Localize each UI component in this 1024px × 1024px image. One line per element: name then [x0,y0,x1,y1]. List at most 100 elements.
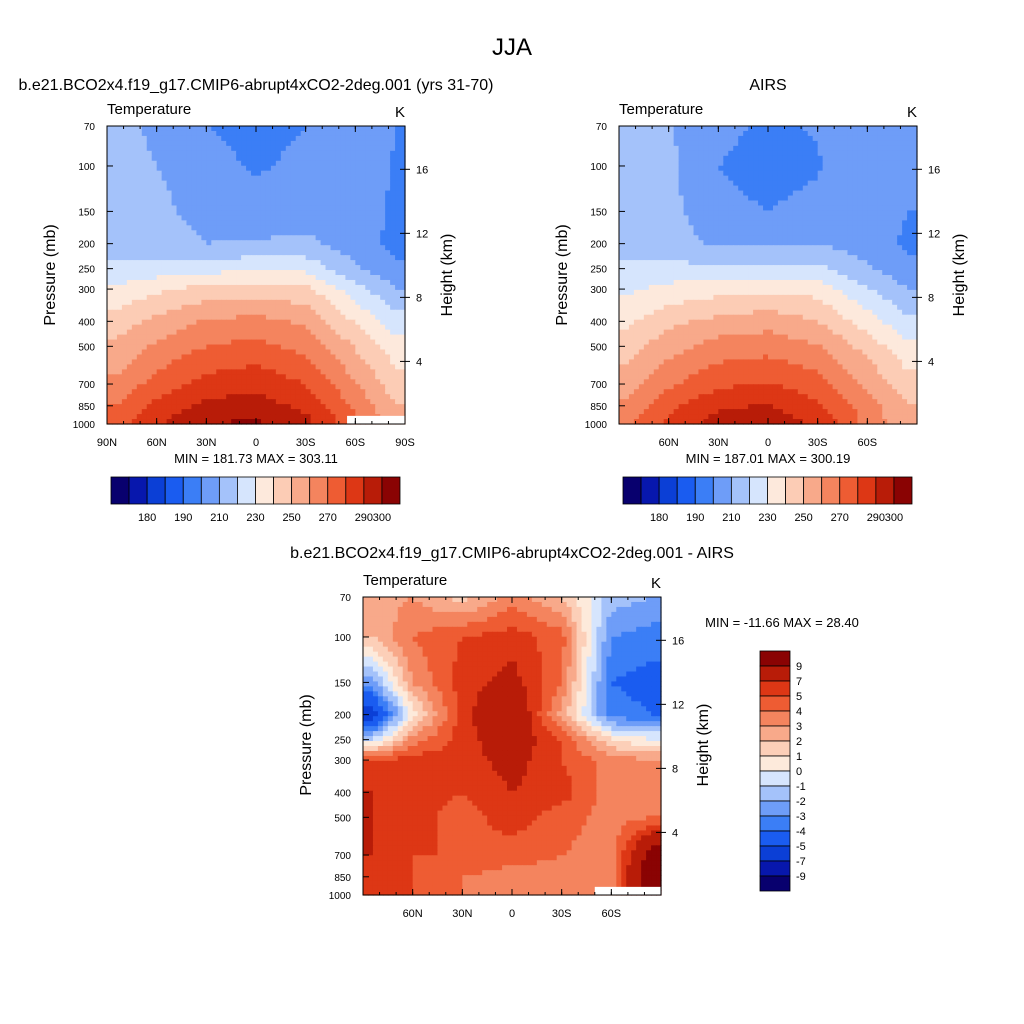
model-field-cell [196,180,202,187]
model-field-cell [191,235,197,241]
model-field-cell [330,235,337,241]
airs-field-cell [663,155,670,162]
model-field-cell [295,260,302,266]
airs-field-cell [827,135,834,142]
model-field-cell [315,160,322,167]
airs-field-cell [807,205,814,212]
airs-field-cell [827,215,834,221]
model-field-cell [196,379,202,385]
model-field-cell [216,270,222,276]
model-y-tick-label: 700 [78,380,95,391]
model-field-cell [116,126,123,132]
airs-field-cell [638,200,645,207]
model-field-cell [345,195,351,202]
model-field-cell [280,265,287,271]
model-field-cell [265,339,272,346]
model-field-cell [151,145,158,152]
model-field-cell [111,155,118,162]
model-field-cell [300,200,307,207]
model-field-cell [365,344,371,351]
airs-field-cell [867,140,873,147]
model-field-cell [161,404,168,410]
airs-field-cell [822,185,829,192]
airs-field-cell [847,190,854,197]
model-field-cell [260,260,267,266]
model-field-cell [116,284,123,291]
airs-field-cell [648,155,655,162]
model-field-cell [131,294,138,301]
model-field-cell [206,260,212,266]
model-field-cell [330,304,337,311]
model-field-cell [166,205,173,212]
model-field-cell [275,354,282,361]
airs-field-cell [648,145,655,152]
model-field-cell [310,275,317,281]
airs-field-cell [892,175,898,182]
model-field-cell [260,220,267,226]
model-field-cell [176,289,183,296]
model-field-cell [136,155,143,162]
model-field-cell [325,240,332,246]
model-field-cell [116,205,123,212]
airs-field-cell [872,225,878,231]
model-field-cell [116,225,123,231]
model-field-cell [246,339,252,346]
model-field-cell [156,140,163,147]
model-field-cell [360,289,366,296]
airs-field-cell [792,135,799,142]
airs-field-cell [842,215,849,221]
model-field-cell [181,180,188,187]
airs-field-cell [768,160,774,167]
model-field-cell [330,389,337,395]
model-field-cell [285,230,292,236]
model-field-cell [206,250,212,256]
airs-field-cell [802,160,809,167]
model-field-cell [206,230,212,236]
model-field-cell [310,284,317,291]
model-field-cell [151,304,158,311]
model-field-cell [131,220,138,226]
airs-field-cell [837,165,844,172]
airs-field-cell [802,215,809,221]
model-field-cell [186,389,193,395]
airs-field-cell [882,220,888,226]
model-field-cell [265,126,272,132]
model-field-cell [340,384,346,390]
airs-field-cell [763,155,769,162]
airs-field-cell [837,225,844,231]
airs-field-cell [708,130,714,137]
model-field-cell [161,304,168,311]
model-field-cell [360,180,366,187]
model-field-cell [107,235,113,241]
panel-model-ylabel-right: Height (km) [439,234,456,317]
model-field-cell [126,334,133,341]
airs-field-cell [708,200,714,207]
model-field-cell [270,389,277,395]
model-field-cell [370,165,376,172]
model-field-cell [241,394,247,400]
model-field-cell [340,329,346,336]
airs-field-cell [648,195,655,202]
airs-field-cell [688,150,695,157]
airs-field-cell [807,170,814,177]
model-field-cell [256,334,262,341]
airs-field-cell [728,155,734,162]
model-field-cell [265,419,272,425]
model-field-cell [365,279,371,286]
model-field-cell [196,245,202,251]
airs-field-cell [628,145,635,152]
model-field-cell [111,240,118,246]
model-field-cell [201,279,207,286]
model-field-cell [231,414,237,420]
model-field-cell [126,389,133,395]
model-field-cell [126,324,133,331]
airs-field-cell [912,170,918,177]
model-field-cell [151,225,158,231]
model-field-cell [360,404,366,410]
model-field-cell [305,389,312,395]
model-field-cell [335,245,342,251]
airs-field-cell [623,145,630,152]
model-field-cell [116,419,123,425]
model-field-cell [246,294,252,301]
model-field-cell [365,404,371,410]
